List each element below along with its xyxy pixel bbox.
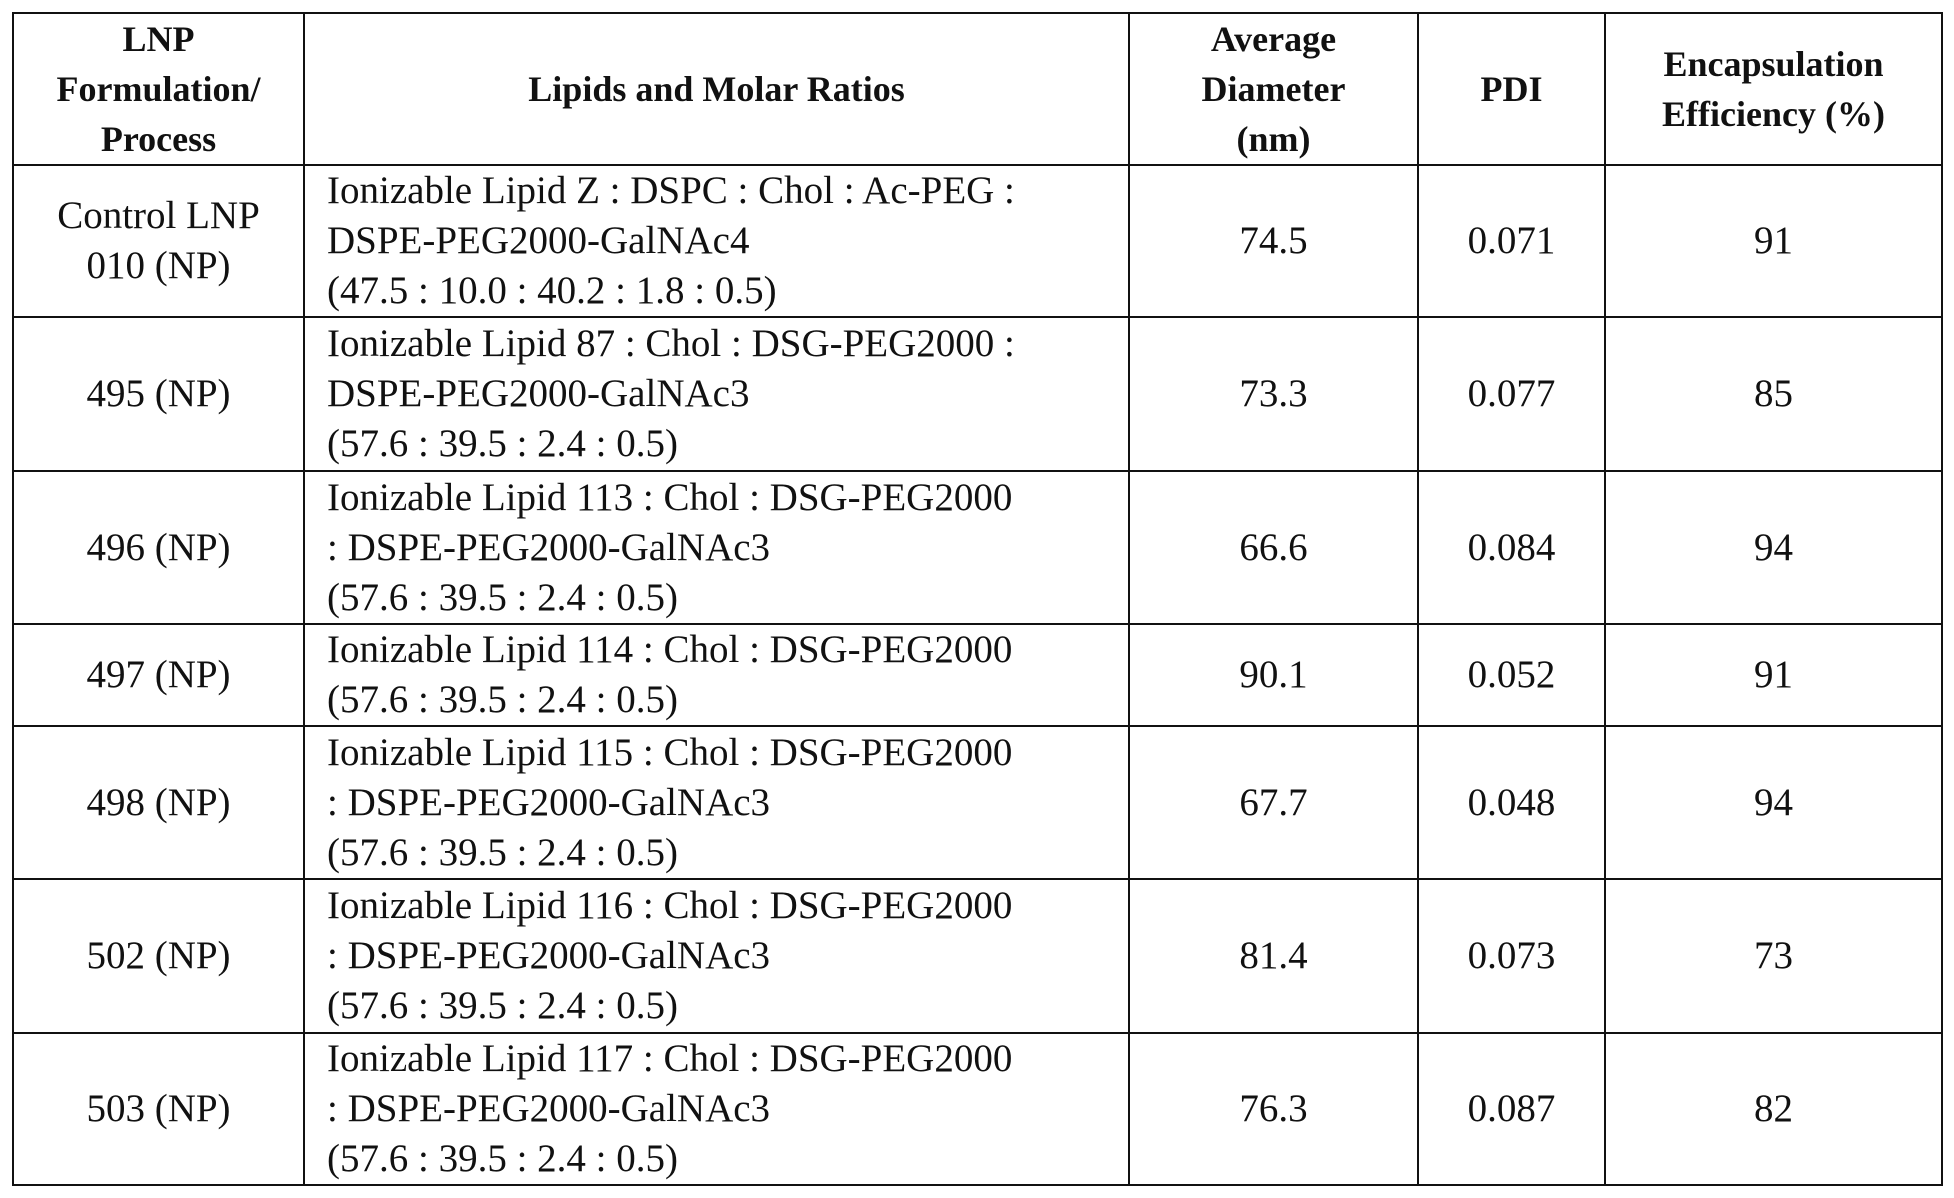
cell-line: (57.6 : 39.5 : 2.4 : 0.5) [327, 828, 1128, 878]
data-table: LNPFormulation/ProcessLipids and Molar R… [12, 12, 1943, 1186]
cell-line: : DSPE-PEG2000-GalNAc3 [327, 523, 1128, 573]
cell-line: 498 (NP) [14, 778, 303, 828]
formulation-cell: 503 (NP) [13, 1033, 304, 1185]
pdi-cell: 0.071 [1418, 165, 1605, 317]
cell-line: PDI [1419, 64, 1604, 114]
cell-line: : DSPE-PEG2000-GalNAc3 [327, 778, 1128, 828]
header-cell: AverageDiameter(nm) [1129, 13, 1418, 165]
pdi-cell: 0.084 [1418, 471, 1605, 624]
lipids-cell: Ionizable Lipid 115 : Chol : DSG-PEG2000… [304, 726, 1129, 879]
formulation-cell: 496 (NP) [13, 471, 304, 624]
pdi-cell: 0.048 [1418, 726, 1605, 879]
cell-line: 010 (NP) [14, 241, 303, 291]
cell-line: Diameter [1130, 64, 1417, 114]
pdi-cell: 0.073 [1418, 879, 1605, 1033]
formulation-cell: 498 (NP) [13, 726, 304, 879]
formulation-cell: 497 (NP) [13, 624, 304, 726]
cell-line: (57.6 : 39.5 : 2.4 : 0.5) [327, 675, 1128, 725]
diameter-cell: 74.5 [1129, 165, 1418, 317]
cell-line: Ionizable Lipid Z : DSPC : Chol : Ac-PEG… [327, 166, 1128, 216]
diameter-cell: 76.3 [1129, 1033, 1418, 1185]
lipids-cell: Ionizable Lipid 113 : Chol : DSG-PEG2000… [304, 471, 1129, 624]
cell-line: Ionizable Lipid 115 : Chol : DSG-PEG2000 [327, 728, 1128, 778]
table-body: Control LNP010 (NP) Ionizable Lipid Z : D… [13, 165, 1942, 1185]
table-row: 502 (NP)Ionizable Lipid 116 : Chol : DSG… [13, 879, 1942, 1033]
cell-line: Ionizable Lipid 87 : Chol : DSG-PEG2000 … [327, 319, 1128, 369]
lipids-cell: Ionizable Lipid 117 : Chol : DSG-PEG2000… [304, 1033, 1129, 1185]
cell-line: Process [14, 114, 303, 164]
cell-line: (57.6 : 39.5 : 2.4 : 0.5) [327, 1134, 1128, 1184]
table-row: Control LNP010 (NP) Ionizable Lipid Z : D… [13, 165, 1942, 317]
table-row: 495 (NP) Ionizable Lipid 87 : Chol : DSG-… [13, 317, 1942, 471]
cell-line: 495 (NP) [14, 369, 303, 419]
diameter-cell: 66.6 [1129, 471, 1418, 624]
cell-line: Average [1130, 14, 1417, 64]
cell-line: Control LNP [14, 191, 303, 241]
cell-line: Ionizable Lipid 114 : Chol : DSG-PEG2000 [327, 625, 1128, 675]
cell-line: Ionizable Lipid 117 : Chol : DSG-PEG2000 [327, 1034, 1128, 1084]
cell-line: (47.5 : 10.0 : 40.2 : 1.8 : 0.5) [327, 266, 1128, 316]
header-cell: EncapsulationEfficiency (%) [1605, 13, 1942, 165]
table-row: 497 (NP)Ionizable Lipid 114 : Chol : DSG… [13, 624, 1942, 726]
cell-line: Encapsulation [1606, 39, 1941, 89]
cell-line: DSPE-PEG2000-GalNAc4 [327, 216, 1128, 266]
cell-line: Formulation/ [14, 64, 303, 114]
table-row: 498 (NP)Ionizable Lipid 115 : Chol : DSG… [13, 726, 1942, 879]
lipids-cell: Ionizable Lipid 116 : Chol : DSG-PEG2000… [304, 879, 1129, 1033]
table-row: 496 (NP)Ionizable Lipid 113 : Chol : DSG… [13, 471, 1942, 624]
cell-line: Lipids and Molar Ratios [305, 64, 1128, 114]
cell-line: Ionizable Lipid 113 : Chol : DSG-PEG2000 [327, 473, 1128, 523]
cell-line: : DSPE-PEG2000-GalNAc3 [327, 931, 1128, 981]
cell-line: LNP [14, 14, 303, 64]
table-row: 503 (NP)Ionizable Lipid 117 : Chol : DSG… [13, 1033, 1942, 1185]
efficiency-cell: 94 [1605, 726, 1942, 879]
formulation-cell: 495 (NP) [13, 317, 304, 471]
diameter-cell: 73.3 [1129, 317, 1418, 471]
header-cell: LNPFormulation/Process [13, 13, 304, 165]
lipids-cell: Ionizable Lipid 87 : Chol : DSG-PEG2000 … [304, 317, 1129, 471]
efficiency-cell: 73 [1605, 879, 1942, 1033]
lipids-cell: Ionizable Lipid Z : DSPC : Chol : Ac-PEG… [304, 165, 1129, 317]
pdi-cell: 0.087 [1418, 1033, 1605, 1185]
cell-line: Efficiency (%) [1606, 89, 1941, 139]
diameter-cell: 67.7 [1129, 726, 1418, 879]
cell-line: (57.6 : 39.5 : 2.4 : 0.5) [327, 419, 1128, 469]
cell-line: (nm) [1130, 114, 1417, 164]
formulation-cell: 502 (NP) [13, 879, 304, 1033]
cell-line: 496 (NP) [14, 523, 303, 573]
header-cell: PDI [1418, 13, 1605, 165]
cell-line: (57.6 : 39.5 : 2.4 : 0.5) [327, 573, 1128, 623]
cell-line: Ionizable Lipid 116 : Chol : DSG-PEG2000 [327, 881, 1128, 931]
diameter-cell: 90.1 [1129, 624, 1418, 726]
diameter-cell: 81.4 [1129, 879, 1418, 1033]
cell-line: 502 (NP) [14, 931, 303, 981]
cell-line: : DSPE-PEG2000-GalNAc3 [327, 1084, 1128, 1134]
cell-line: (57.6 : 39.5 : 2.4 : 0.5) [327, 981, 1128, 1031]
efficiency-cell: 85 [1605, 317, 1942, 471]
pdi-cell: 0.052 [1418, 624, 1605, 726]
efficiency-cell: 94 [1605, 471, 1942, 624]
lipids-cell: Ionizable Lipid 114 : Chol : DSG-PEG2000… [304, 624, 1129, 726]
cell-line: DSPE-PEG2000-GalNAc3 [327, 369, 1128, 419]
efficiency-cell: 82 [1605, 1033, 1942, 1185]
efficiency-cell: 91 [1605, 165, 1942, 317]
cell-line: 503 (NP) [14, 1084, 303, 1134]
header-row: LNPFormulation/ProcessLipids and Molar R… [13, 13, 1942, 165]
formulation-cell: Control LNP010 (NP) [13, 165, 304, 317]
pdi-cell: 0.077 [1418, 317, 1605, 471]
efficiency-cell: 91 [1605, 624, 1942, 726]
header-cell: Lipids and Molar Ratios [304, 13, 1129, 165]
cell-line: 497 (NP) [14, 650, 303, 700]
